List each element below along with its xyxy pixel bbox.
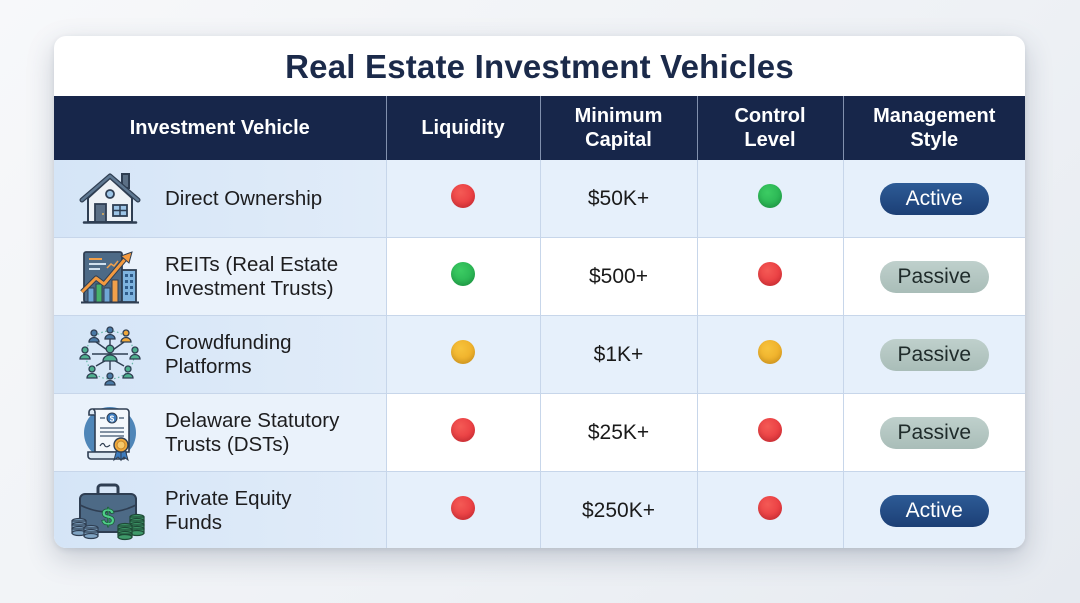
minimum-capital-value: $500+ [589, 264, 648, 288]
comparison-table: Investment Vehicle Liquidity Minimum Capi… [54, 96, 1025, 548]
vehicle-name: REITs (Real Estate Investment Trusts) [165, 253, 338, 301]
vehicle-name-line1: Delaware Statutory [165, 408, 340, 432]
vehicle-name: Delaware Statutory Trusts (DSTs) [165, 409, 339, 457]
svg-text:$: $ [101, 504, 115, 531]
vehicle-name: Crowdfunding Platforms [165, 331, 292, 379]
liquidity-cell [386, 315, 541, 394]
column-header-vehicle: Investment Vehicle [54, 96, 387, 160]
management-style-badge: Passive [879, 416, 989, 449]
header-label-line1: Control [734, 105, 806, 127]
control-level-cell [697, 315, 844, 394]
liquidity-indicator-red [451, 183, 475, 208]
management-style-cell: Passive [843, 315, 1025, 394]
svg-text:$: $ [110, 414, 115, 423]
table-header-row: Investment Vehicle Liquidity Minimum Capi… [54, 96, 1025, 160]
header-label-line2: Style [910, 129, 959, 151]
vehicle-name-line1: Direct Ownership [165, 186, 323, 210]
management-style-cell: Passive [843, 237, 1025, 316]
liquidity-cell [386, 471, 541, 548]
vehicle-cell: $ [54, 393, 387, 472]
liquidity-cell [386, 393, 541, 472]
vehicle-name-line2: Trusts (DSTs) [165, 432, 290, 456]
management-style-cell: Active [843, 471, 1025, 548]
table-row: $ [54, 471, 1025, 548]
table-row: Direct Ownership $50K+ Active [54, 160, 1025, 238]
vehicle-name-line1: Crowdfunding [165, 330, 292, 354]
column-header-management-style: Management Style [843, 96, 1025, 160]
column-header-minimum-capital: Minimum Capital [540, 96, 698, 160]
table-row: Crowdfunding Platforms $1K+ Passive [54, 315, 1025, 394]
minimum-capital-cell: $50K+ [540, 160, 698, 238]
header-label: Investment Vehicle [129, 117, 310, 139]
minimum-capital-cell: $25K+ [540, 393, 698, 472]
vehicle-cell: Crowdfunding Platforms [54, 315, 387, 394]
control-level-cell [697, 471, 844, 548]
vehicle-cell: $ [54, 471, 387, 548]
management-style-cell: Active [843, 160, 1025, 238]
header-label-line1: Management [873, 105, 996, 127]
vehicle-name-line2: Funds [165, 510, 222, 534]
control-indicator-red [758, 417, 782, 442]
minimum-capital-cell: $1K+ [540, 315, 698, 394]
management-style-badge: Active [879, 494, 989, 527]
vehicle-cell: REITs (Real Estate Investment Trusts) [54, 237, 387, 316]
control-indicator-yellow [758, 339, 782, 364]
header-label: Liquidity [421, 117, 505, 139]
vehicle-name: Private Equity Funds [165, 487, 291, 535]
header-label-line1: Minimum [574, 105, 663, 127]
management-style-badge: Passive [879, 338, 989, 371]
page-title: Real Estate Investment Vehicles [285, 48, 794, 85]
header-label-line2: Level [744, 129, 796, 151]
control-indicator-red [758, 495, 782, 520]
control-level-cell [697, 160, 844, 238]
vehicle-name-line1: Private Equity [165, 486, 292, 510]
vehicle-name-line2: Investment Trusts) [165, 276, 334, 300]
minimum-capital-value: $250K+ [582, 498, 655, 522]
people-network-icon [76, 324, 144, 386]
header-label-line2: Capital [585, 129, 652, 151]
certificate-document-icon: $ [76, 402, 144, 464]
liquidity-cell [386, 160, 541, 238]
control-indicator-green [758, 183, 782, 208]
liquidity-indicator-red [451, 495, 475, 520]
briefcase-money-icon: $ [70, 480, 146, 542]
vehicle-cell: Direct Ownership [54, 160, 387, 238]
management-style-cell: Passive [843, 393, 1025, 472]
management-style-badge: Passive [879, 260, 989, 293]
minimum-capital-cell: $250K+ [540, 471, 698, 548]
liquidity-indicator-yellow [451, 339, 475, 364]
minimum-capital-cell: $500+ [540, 237, 698, 316]
liquidity-indicator-red [451, 417, 475, 442]
column-header-liquidity: Liquidity [386, 96, 541, 160]
vehicle-name-line2: Platforms [165, 354, 252, 378]
management-style-badge: Active [879, 182, 989, 215]
column-header-control-level: Control Level [697, 96, 844, 160]
liquidity-indicator-green [451, 261, 475, 286]
liquidity-cell [386, 237, 541, 316]
table-row: $ [54, 393, 1025, 472]
control-indicator-red [758, 261, 782, 286]
house-icon [76, 168, 144, 230]
minimum-capital-value: $25K+ [587, 420, 650, 444]
control-level-cell [697, 393, 844, 472]
comparison-card: Real Estate Investment Vehicles Investme… [54, 36, 1025, 548]
minimum-capital-value: $1K+ [593, 342, 644, 366]
minimum-capital-value: $50K+ [587, 186, 650, 210]
table-row: REITs (Real Estate Investment Trusts) $5… [54, 237, 1025, 316]
growth-chart-building-icon [76, 246, 144, 308]
vehicle-name: Direct Ownership [165, 187, 322, 211]
control-level-cell [697, 237, 844, 316]
vehicle-name-line1: REITs (Real Estate [165, 252, 339, 276]
